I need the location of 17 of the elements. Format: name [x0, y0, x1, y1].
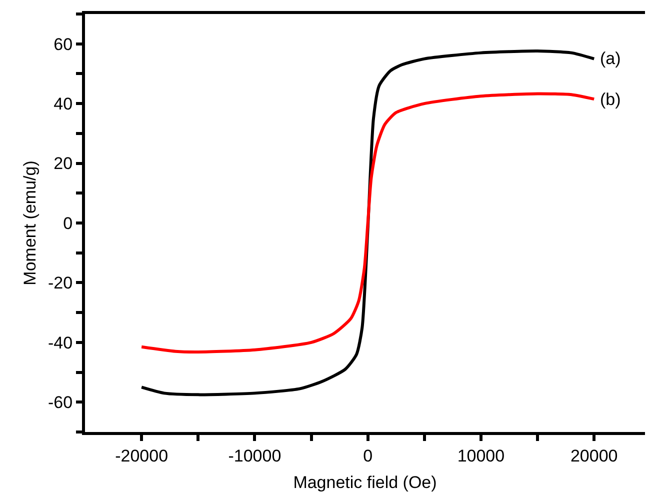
x-tick-label: 0: [363, 446, 373, 466]
x-tick-label: 10000: [457, 446, 505, 466]
y-tick-label: 40: [54, 94, 73, 114]
x-tick-label: -20000: [115, 446, 168, 466]
y-tick-label: -60: [48, 393, 73, 412]
x-axis-title: Magnetic field (Oe): [293, 472, 437, 492]
y-tick-label: 0: [63, 214, 73, 233]
y-axis-title: Moment (emu/g): [20, 160, 40, 286]
y-tick-label: -40: [48, 333, 73, 352]
series-label: (a): [600, 49, 621, 68]
series-label: (b): [600, 90, 621, 109]
line-series: [140, 92, 596, 354]
x-tick-label: 20000: [570, 446, 618, 466]
y-tick-label: -20: [48, 274, 73, 293]
x-tick-label: -10000: [228, 446, 282, 466]
y-tick-label: 60: [54, 34, 73, 54]
y-tick-label: 20: [54, 154, 73, 174]
